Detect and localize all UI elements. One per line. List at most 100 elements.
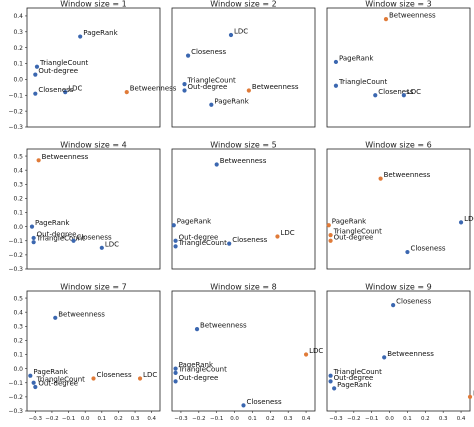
point-label: Betweenness (130, 85, 177, 93)
panel-title: Window size = 1 (60, 0, 126, 9)
point-label: Betweenness (384, 171, 431, 179)
y-tick-label: 0.2 (13, 338, 23, 345)
y-tick-label: 0.5 (13, 153, 23, 160)
data-point (241, 403, 246, 408)
data-point (91, 376, 96, 381)
x-tick-label: 0.0 (230, 416, 239, 422)
x-tick-label: 0.1 (248, 416, 257, 422)
x-tick-label: 0.3 (131, 416, 140, 422)
point-label: Betweenness (200, 322, 247, 330)
panel-frame (326, 148, 471, 270)
y-tick-label: 0.0 (13, 366, 23, 373)
point-label: Betweenness (252, 83, 299, 91)
point-label: Closeness (410, 245, 445, 253)
panel-title: Window size = 8 (210, 283, 276, 292)
point-label: PageRank (33, 368, 68, 376)
data-point (53, 315, 58, 320)
panel-frame (171, 148, 316, 270)
point-label: Closeness (247, 398, 282, 406)
point-label: LDC (234, 27, 248, 35)
x-tick-label: 0.0 (385, 416, 394, 422)
y-tick-label: −0.3 (8, 266, 23, 273)
point-label: Out-degree (38, 380, 78, 388)
data-point (185, 53, 191, 58)
data-point (34, 64, 40, 69)
point-label: LDC (143, 371, 157, 379)
panel-title: Window size = 6 (365, 141, 431, 150)
panel-title: Window size = 5 (210, 141, 276, 150)
point-label: TriangleCount (333, 228, 383, 236)
data-point (328, 373, 333, 378)
x-tick-label: 0.2 (114, 416, 123, 422)
point-label: Betweenness (389, 12, 436, 20)
x-tick-label: −0.3 (29, 416, 43, 422)
point-label: Betweenness (220, 157, 267, 165)
data-point (78, 34, 83, 39)
point-label: Closeness (97, 371, 132, 379)
point-label: Closeness (232, 236, 267, 244)
x-tick-label: 0.0 (81, 416, 90, 422)
data-point (173, 366, 178, 371)
data-point (326, 223, 331, 228)
data-point (373, 93, 378, 98)
data-point (194, 327, 200, 332)
x-tick-label: 0.1 (97, 416, 106, 422)
x-tick-label: −0.3 (329, 416, 343, 422)
point-label: Out-degree (188, 83, 228, 91)
data-point (31, 240, 36, 245)
data-point (137, 376, 143, 381)
data-point (382, 355, 387, 360)
y-tick-label: 0.3 (13, 181, 23, 188)
y-tick-label: 0.2 (13, 45, 23, 52)
y-tick-label: 0.3 (13, 29, 23, 36)
panel-window-8: Window size = 8 −0.3 −0.2 −0.1 0.0 0.1 0.2 0.3 0… (171, 283, 323, 422)
data-point (214, 162, 219, 167)
y-tick-label: −0.1 (8, 238, 23, 245)
y-tick-label: −0.2 (8, 108, 23, 115)
point-label: LDC (407, 88, 421, 96)
point-label: Closeness (378, 88, 413, 96)
panel-frame (26, 7, 161, 128)
panel-title: Window size = 2 (210, 0, 276, 9)
data-point (209, 102, 214, 107)
data-point (173, 244, 178, 249)
data-point (328, 233, 333, 238)
point-label: TriangleCount (39, 59, 89, 67)
point-label: PageRank (339, 54, 374, 62)
point-label: Betweenness (387, 350, 434, 358)
y-tick-label: 0.5 (13, 295, 23, 302)
x-tick-label: 0.4 (457, 416, 466, 422)
data-point (173, 370, 178, 375)
point-label: Betweenness (58, 310, 105, 318)
x-tick-label: 0.2 (421, 416, 430, 422)
y-tick-label: −0.2 (8, 252, 23, 259)
panel-window-7: Window size = 7 0.5 0.4 0.3 0.2 0.1 0.0 −0.1 −0.… (8, 283, 161, 422)
data-point (275, 234, 280, 239)
panel-title: Window size = 3 (365, 0, 431, 9)
data-point (173, 238, 178, 243)
y-tick-label: 0.4 (13, 13, 23, 20)
panel-title: Window size = 7 (60, 283, 126, 292)
panel-title: Window size = 4 (60, 141, 126, 150)
x-tick-label: 0.1 (403, 416, 412, 422)
point-label: TriangleCount (338, 78, 388, 86)
y-tick-label: 0.2 (13, 196, 23, 203)
x-tick-label: 0.2 (266, 416, 275, 422)
x-tick-label: −0.1 (365, 416, 378, 422)
x-tick-label: 0.4 (302, 416, 311, 422)
point-label: Out-degree (179, 233, 219, 241)
y-tick-label: 0.1 (13, 61, 23, 68)
y-tick-label: 0.1 (13, 352, 23, 359)
point-label: LDC (464, 215, 474, 223)
point-label: Out-degree (38, 67, 78, 75)
point-label: TriangleCount (178, 365, 228, 373)
panel-window-9: Window size = 9 −0.3 −0.2 −0.1 0.0 0.1 0.2 0.3 0… (326, 283, 474, 422)
x-tick-label: −0.1 (62, 416, 75, 422)
data-point (124, 89, 129, 95)
panel-window-1: Window size = 1 0.4 0.3 0.2 0.1 0.0 −0.1 −0.2 −0… (8, 0, 176, 131)
data-point (383, 17, 389, 22)
x-tick-label: 0.3 (439, 416, 448, 422)
point-label: PageRank (179, 361, 214, 369)
data-point (401, 93, 406, 98)
y-tick-label: −0.2 (8, 394, 23, 401)
